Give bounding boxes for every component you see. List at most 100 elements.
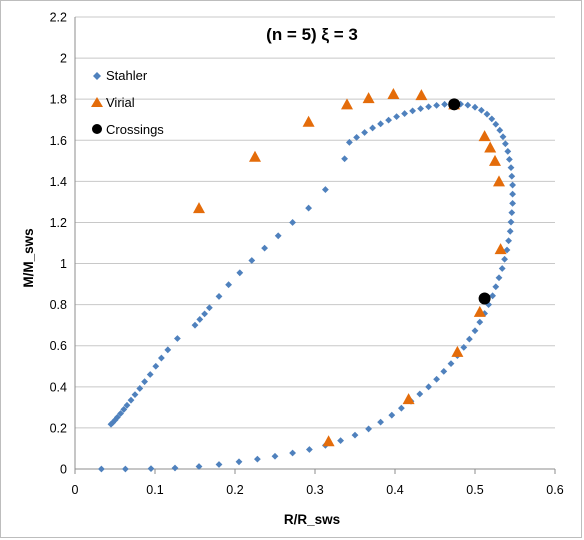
stahler-point xyxy=(215,293,223,300)
stahler-point xyxy=(123,401,131,409)
stahler-point xyxy=(498,265,506,272)
stahler-point xyxy=(388,411,396,419)
stahler-point xyxy=(152,362,160,370)
legend-label-virial: Virial xyxy=(106,95,135,110)
stahler-point xyxy=(471,327,479,335)
stahler-point xyxy=(425,103,432,111)
y-tick-label: 1.2 xyxy=(50,216,67,230)
stahler-point xyxy=(171,464,179,472)
stahler-point xyxy=(117,410,124,417)
chart-title: (n = 5) ξ = 3 xyxy=(266,25,358,44)
virial-point xyxy=(249,150,261,162)
y-tick-label: 0 xyxy=(60,463,67,477)
x-tick-label: 0.1 xyxy=(146,483,163,497)
stahler-point xyxy=(369,124,376,132)
legend-marker-crossings xyxy=(92,124,102,134)
stahler-point xyxy=(196,316,204,323)
stahler-point xyxy=(215,461,223,468)
stahler-point xyxy=(236,269,244,277)
stahler-point xyxy=(271,452,279,460)
stahler-point xyxy=(346,138,353,146)
stahler-point xyxy=(509,190,516,198)
legend-marker-stahler xyxy=(93,72,101,80)
stahler-point xyxy=(409,107,416,115)
y-tick-label: 0.4 xyxy=(50,380,67,394)
series-stahler xyxy=(98,100,516,473)
stahler-point xyxy=(107,420,115,428)
stahler-point xyxy=(433,101,440,109)
series-virial xyxy=(193,88,507,447)
stahler-point xyxy=(416,390,424,398)
stahler-point xyxy=(289,449,296,457)
y-tick-label: 1.6 xyxy=(50,134,67,148)
legend-item-virial: Virial xyxy=(91,95,135,110)
x-tick-labels: 0 0.1 0.2 0.3 0.4 0.5 0.6 xyxy=(72,469,564,497)
stahler-point xyxy=(98,465,105,473)
stahler-point xyxy=(322,186,329,193)
stahler-point xyxy=(433,375,440,383)
stahler-point xyxy=(131,391,139,399)
stahler-point xyxy=(305,204,312,212)
x-tick-label: 0.3 xyxy=(306,483,323,497)
stahler-point xyxy=(341,155,348,163)
stahler-point xyxy=(122,465,129,473)
virial-point xyxy=(493,175,505,187)
stahler-point xyxy=(353,133,360,141)
virial-point xyxy=(302,115,315,127)
y-tick-labels: 0 0.2 0.4 0.6 0.8 1 1.2 1.4 1.6 1.8 2 2.2 xyxy=(50,11,67,477)
stahler-point xyxy=(274,232,282,240)
stahler-point xyxy=(495,274,503,282)
stahler-point xyxy=(478,106,485,114)
stahler-point xyxy=(417,105,424,113)
stahler-point xyxy=(483,110,491,118)
stahler-point xyxy=(464,101,472,109)
virial-point xyxy=(478,130,491,142)
stahler-point xyxy=(496,126,504,134)
stahler-point xyxy=(492,120,500,128)
stahler-point xyxy=(393,113,400,121)
virial-point xyxy=(451,345,464,357)
stahler-point xyxy=(488,115,496,123)
stahler-point xyxy=(499,133,507,141)
series-crossings xyxy=(448,98,491,305)
stahler-point xyxy=(141,378,148,386)
stahler-point xyxy=(201,310,208,318)
stahler-point xyxy=(254,455,261,463)
stahler-point xyxy=(501,255,508,263)
virial-point xyxy=(489,154,501,166)
stahler-point xyxy=(508,209,516,216)
stahler-point xyxy=(509,199,516,207)
y-tick-label: 0.8 xyxy=(50,298,67,312)
stahler-point xyxy=(147,465,155,472)
x-tick-label: 0.2 xyxy=(226,483,243,497)
stahler-point xyxy=(425,383,432,391)
stahler-point xyxy=(195,463,203,470)
virial-point xyxy=(341,98,353,110)
stahler-point xyxy=(191,321,199,329)
crossing-point xyxy=(478,292,491,305)
stahler-point xyxy=(361,129,368,136)
stahler-point xyxy=(261,244,268,252)
crossing-point xyxy=(448,98,461,111)
stahler-point xyxy=(441,100,448,108)
stahler-point xyxy=(508,172,516,180)
stahler-point xyxy=(120,406,128,413)
virial-point xyxy=(415,89,428,101)
stahler-point xyxy=(507,164,515,171)
stahler-point xyxy=(466,335,473,343)
x-tick-label: 0.5 xyxy=(466,483,483,497)
virial-point xyxy=(494,243,507,255)
stahler-point xyxy=(476,318,484,326)
legend-label-crossings: Crossings xyxy=(106,122,164,137)
stahler-point xyxy=(460,343,468,351)
virial-point xyxy=(193,202,205,214)
legend-item-crossings: Crossings xyxy=(92,122,164,137)
stahler-point xyxy=(492,283,500,291)
stahler-point xyxy=(503,246,511,254)
virial-point xyxy=(402,393,415,405)
stahler-point xyxy=(225,281,232,289)
axes xyxy=(74,17,555,470)
virial-point xyxy=(484,141,497,153)
virial-point xyxy=(473,305,486,317)
